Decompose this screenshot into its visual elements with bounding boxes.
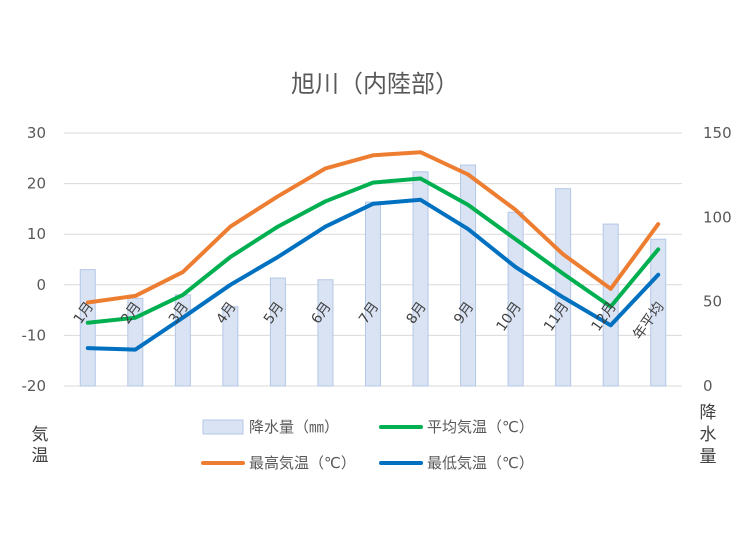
temperature-lines: [85, 150, 661, 352]
left-axis-label-char: 温: [32, 446, 49, 466]
left-axis-label: 気温: [32, 425, 49, 466]
precipitation-bar: [555, 188, 572, 387]
legend-label: 降水量（㎜）: [249, 418, 339, 436]
legend-swatch: [202, 419, 244, 435]
legend-label: 平均気温（℃）: [427, 418, 534, 436]
legend: 降水量（㎜） 平均気温（℃） 最高気温（℃） 最低気温（℃）: [201, 418, 534, 472]
right-tick-label: 100: [703, 208, 732, 226]
right-axis-label-char: 量: [700, 447, 717, 467]
series-line: [85, 150, 661, 305]
left-tick-label: -20: [22, 377, 47, 395]
legend-label: 最高気温（℃）: [249, 454, 356, 472]
right-tick-label: 150: [703, 124, 732, 142]
left-axis-label-char: 気: [32, 425, 49, 445]
right-axis-label-char: 降: [700, 403, 717, 423]
left-tick-label: 30: [27, 124, 46, 142]
left-tick-label: 20: [27, 175, 46, 193]
right-axis-ticks: 150 100 50 0: [703, 124, 732, 395]
precipitation-bar: [317, 279, 334, 387]
right-tick-label: 50: [703, 293, 722, 311]
chart-title: 旭川（内陸部）: [291, 70, 459, 98]
right-tick-label: 0: [703, 377, 713, 395]
right-axis-label: 降水量: [700, 403, 717, 467]
series-line: [85, 197, 661, 352]
legend-label: 最低気温（℃）: [427, 454, 534, 472]
left-axis-ticks: 30 20 10 0 -10 -20: [22, 124, 47, 395]
precipitation-bar: [365, 201, 381, 387]
precipitation-bars: [79, 164, 667, 387]
precipitation-bar: [127, 297, 144, 387]
left-tick-label: -10: [22, 326, 47, 344]
precipitation-bar: [79, 269, 96, 387]
right-axis-label-char: 水: [700, 425, 717, 445]
left-tick-label: 0: [36, 276, 46, 294]
series-line: [85, 176, 661, 325]
precipitation-bar: [412, 171, 429, 387]
precipitation-bar: [460, 164, 477, 387]
precipitation-bar: [269, 277, 286, 387]
left-tick-label: 10: [27, 225, 46, 243]
precipitation-bar: [222, 306, 239, 387]
